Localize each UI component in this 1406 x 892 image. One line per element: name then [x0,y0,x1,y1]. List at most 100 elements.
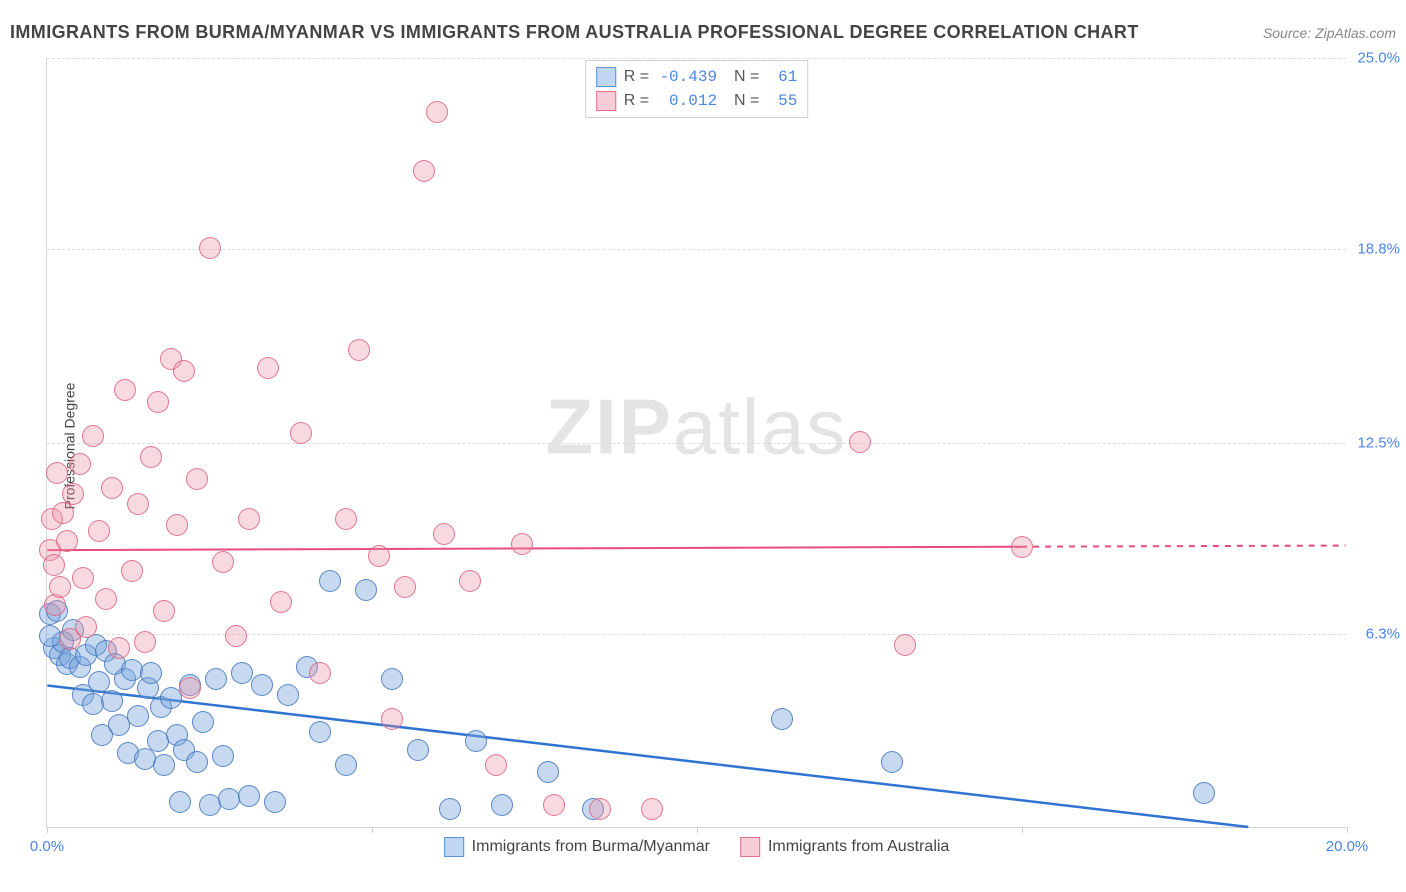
watermark-rest: atlas [673,383,848,471]
data-point-burma [218,788,240,810]
data-point-burma [355,579,377,601]
legend-item: Immigrants from Burma/Myanmar [444,837,710,857]
data-point-australia [543,794,565,816]
data-point-australia [368,545,390,567]
data-point-australia [257,357,279,379]
data-point-burma [192,711,214,733]
y-tick-label: 12.5% [1350,435,1400,452]
data-point-australia [72,567,94,589]
legend-label: Immigrants from Burma/Myanmar [472,838,710,856]
stat-n-blue: 61 [767,65,797,89]
legend-series: Immigrants from Burma/Myanmar Immigrants… [444,837,950,857]
stat-label-r: R = [624,89,649,113]
stat-label-n: N = [725,89,759,113]
data-point-australia [433,523,455,545]
data-point-burma [881,751,903,773]
data-point-australia [43,554,65,576]
y-tick-label: 18.8% [1350,240,1400,257]
x-tick [1022,827,1023,833]
source-attribution: Source: ZipAtlas.com [1263,25,1396,41]
data-point-australia [511,533,533,555]
data-point-australia [127,493,149,515]
data-point-burma [121,659,143,681]
data-point-australia [459,570,481,592]
data-point-burma [186,751,208,773]
data-point-australia [589,798,611,820]
data-point-australia [212,551,234,573]
swatch-blue-icon [596,67,616,87]
data-point-australia [348,339,370,361]
data-point-australia [426,101,448,123]
watermark: ZIPatlas [545,382,847,473]
data-point-burma [1193,782,1215,804]
data-point-australia [108,637,130,659]
data-point-burma [205,668,227,690]
regression-line-australia [47,547,1021,550]
data-point-australia [335,508,357,530]
data-point-burma [465,730,487,752]
data-point-australia [270,591,292,613]
y-tick-label: 6.3% [1350,625,1400,642]
data-point-australia [75,616,97,638]
gridline [47,58,1346,59]
data-point-australia [186,468,208,490]
x-tick [47,827,48,833]
plot-area: ZIPatlas R = -0.439 N = 61 R = 0.012 N =… [46,58,1346,828]
stat-n-pink: 55 [767,89,797,113]
data-point-australia [140,446,162,468]
data-point-australia [290,422,312,444]
data-point-australia [179,677,201,699]
stat-label-n: N = [725,65,759,89]
x-tick-label: 20.0% [1326,838,1369,855]
y-tick-label: 25.0% [1350,50,1400,67]
data-point-australia [46,462,68,484]
data-point-burma [319,570,341,592]
data-point-burma [537,761,559,783]
data-point-australia [88,520,110,542]
swatch-pink-icon [740,837,760,857]
data-point-australia [147,391,169,413]
data-point-australia [225,625,247,647]
data-point-australia [238,508,260,530]
data-point-burma [251,674,273,696]
data-point-burma [771,708,793,730]
legend-item: Immigrants from Australia [740,837,949,857]
data-point-australia [121,560,143,582]
x-tick-label: 0.0% [30,838,64,855]
chart-title: IMMIGRANTS FROM BURMA/MYANMAR VS IMMIGRA… [10,22,1139,43]
data-point-burma [381,668,403,690]
data-point-australia [101,477,123,499]
data-point-burma [335,754,357,776]
data-point-australia [394,576,416,598]
x-tick [697,827,698,833]
data-point-burma [82,693,104,715]
legend-label: Immigrants from Australia [768,838,949,856]
data-point-burma [231,662,253,684]
data-point-australia [381,708,403,730]
gridline [47,249,1346,250]
data-point-australia [44,594,66,616]
data-point-australia [56,530,78,552]
data-point-burma [264,791,286,813]
data-point-australia [62,483,84,505]
x-tick [1347,827,1348,833]
data-point-burma [439,798,461,820]
x-tick [372,827,373,833]
data-point-australia [641,798,663,820]
data-point-australia [69,453,91,475]
data-point-australia [849,431,871,453]
data-point-burma [140,662,162,684]
data-point-burma [491,794,513,816]
data-point-burma [238,785,260,807]
data-point-burma [309,721,331,743]
gridline [47,443,1346,444]
data-point-australia [114,379,136,401]
data-point-australia [199,237,221,259]
swatch-blue-icon [444,837,464,857]
data-point-australia [413,160,435,182]
legend-stats-row: R = 0.012 N = 55 [596,89,798,113]
data-point-burma [277,684,299,706]
data-point-burma [39,625,61,647]
swatch-pink-icon [596,91,616,111]
data-point-burma [169,791,191,813]
